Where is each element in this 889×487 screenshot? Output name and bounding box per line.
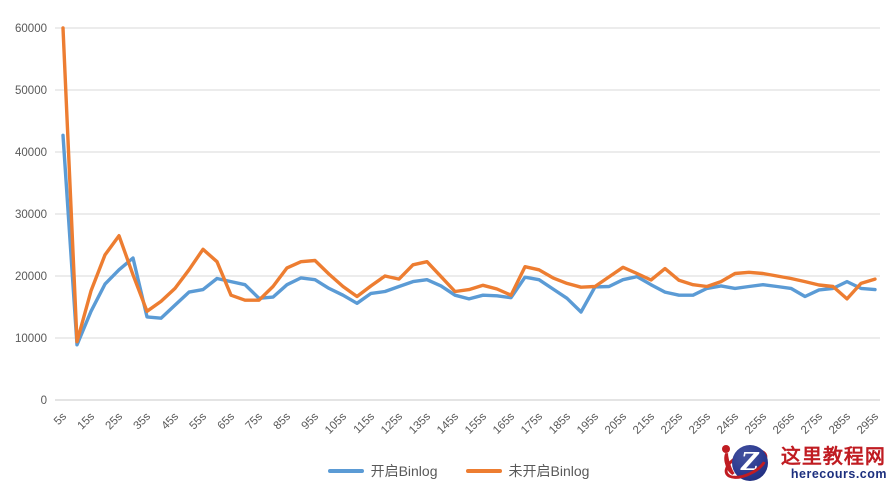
legend-label: 开启Binlog [370, 463, 438, 479]
svg-text:125s: 125s [379, 410, 405, 436]
svg-text:175s: 175s [519, 410, 545, 436]
svg-text:25s: 25s [104, 410, 126, 432]
svg-text:85s: 85s [272, 410, 294, 432]
svg-text:55s: 55s [188, 410, 210, 432]
svg-text:255s: 255s [743, 410, 769, 436]
svg-text:35s: 35s [132, 410, 154, 432]
watermark-site-name: 这里教程网 [780, 446, 886, 469]
legend-swatch-orange [465, 469, 502, 473]
svg-text:115s: 115s [352, 410, 378, 436]
svg-text:0: 0 [41, 395, 47, 407]
svg-text:40000: 40000 [15, 147, 47, 159]
legend-item-binlog-off: 未开启Binlog [465, 461, 590, 481]
svg-text:145s: 145s [435, 410, 461, 436]
svg-text:50000: 50000 [15, 85, 47, 97]
svg-text:295s: 295s [855, 410, 881, 436]
svg-text:60000: 60000 [15, 23, 47, 35]
site-watermark: Z 这里教程网 herecours.com [719, 441, 887, 487]
svg-text:45s: 45s [160, 410, 182, 432]
svg-text:245s: 245s [715, 410, 741, 436]
svg-text:155s: 155s [463, 410, 489, 436]
legend-label: 未开启Binlog [508, 463, 590, 479]
logo-circle-icon: Z [731, 445, 768, 481]
legend-swatch-blue [327, 469, 364, 473]
chart-canvas: 0 10000 20000 30000 40000 50000 60000 5s 15s 25s 3… [15, 23, 881, 437]
watermark-site-domain: herecours.com [790, 467, 887, 482]
svg-text:95s: 95s [300, 410, 322, 432]
svg-text:185s: 185s [547, 410, 573, 436]
logo-letter: Z [741, 447, 759, 476]
logo-dot-icon [721, 445, 730, 453]
svg-text:165s: 165s [491, 410, 517, 436]
svg-text:205s: 205s [603, 410, 629, 436]
svg-text:30000: 30000 [15, 209, 47, 221]
svg-text:10000: 10000 [15, 333, 47, 345]
svg-text:235s: 235s [687, 410, 713, 436]
svg-text:275s: 275s [799, 410, 825, 436]
line-chart: 0 10000 20000 30000 40000 50000 60000 5s 15s 25s 3… [15, 23, 881, 437]
svg-text:75s: 75s [244, 410, 266, 432]
svg-text:15s: 15s [76, 410, 98, 432]
site-logo: Z [719, 442, 774, 486]
svg-text:135s: 135s [407, 410, 433, 436]
svg-text:265s: 265s [771, 410, 797, 436]
svg-text:285s: 285s [827, 410, 853, 436]
svg-text:105s: 105s [323, 410, 349, 436]
svg-text:215s: 215s [631, 410, 657, 436]
svg-text:225s: 225s [659, 410, 685, 436]
svg-text:20000: 20000 [15, 271, 47, 283]
svg-text:195s: 195s [575, 410, 601, 436]
chart-legend: 开启Binlog 未开启Binlog [14, 458, 889, 484]
legend-item-binlog-on: 开启Binlog [327, 461, 438, 481]
svg-text:5s: 5s [52, 410, 69, 427]
svg-text:65s: 65s [216, 410, 238, 432]
